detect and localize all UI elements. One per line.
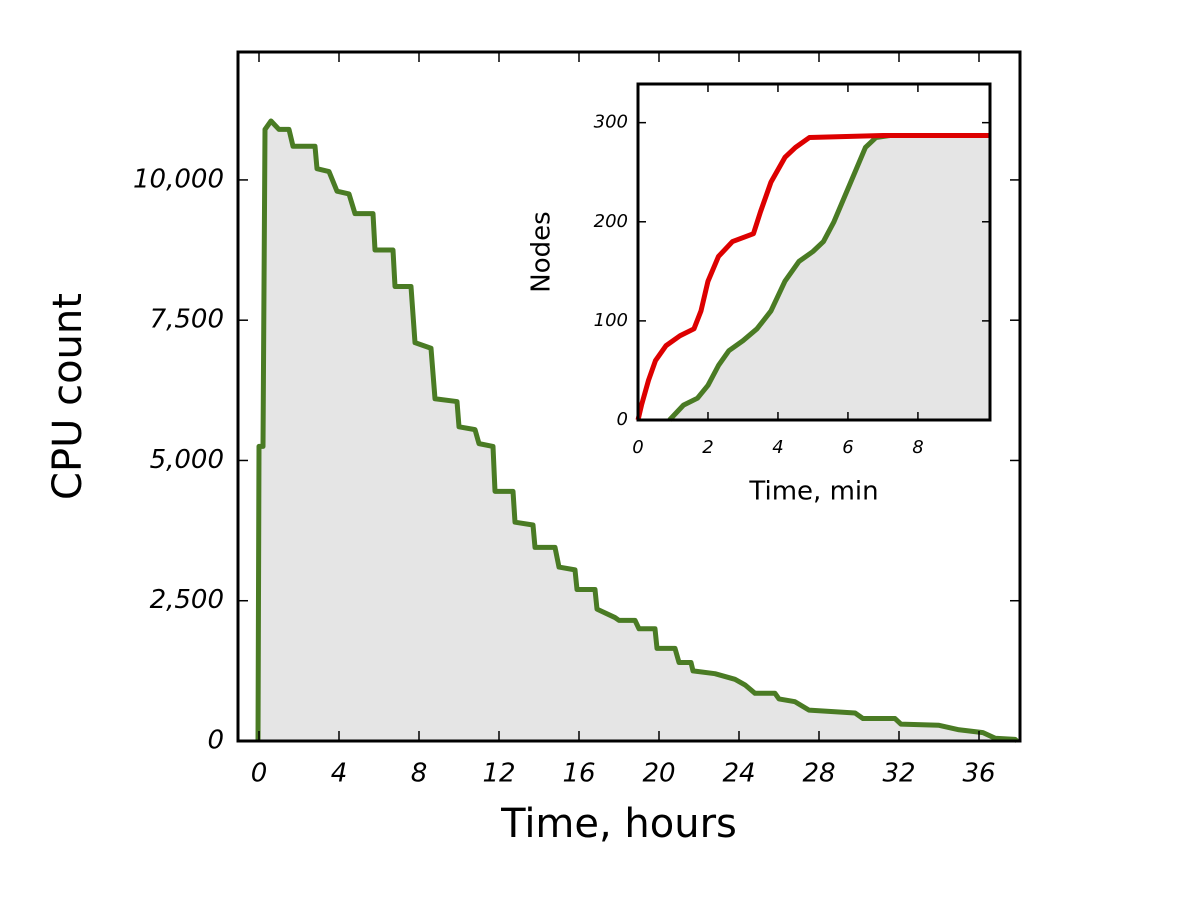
line xyxy=(255,118,1019,743)
x-tick-label: 24 xyxy=(722,759,755,789)
area-fill xyxy=(258,121,1017,742)
y-tick-label: 7,500 xyxy=(150,305,224,335)
x-tick-label: 0 xyxy=(251,759,268,789)
x-tick-label: 32 xyxy=(882,759,915,789)
area-fill xyxy=(669,135,990,420)
y-tick-label: 200 xyxy=(594,211,628,232)
plot-frame xyxy=(636,82,992,422)
y-axis-label: CPU count xyxy=(45,293,91,500)
y-axis-label: Nodes xyxy=(527,211,557,292)
x-tick-label: 6 xyxy=(842,437,853,458)
x-axis-label: Time, min xyxy=(748,477,878,507)
y-tick-label: 2,500 xyxy=(150,585,224,615)
x-axis-label: Time, hours xyxy=(500,801,737,847)
plot-frame xyxy=(236,50,1022,743)
x-tick-label: 8 xyxy=(912,437,923,458)
plot: 0 2 4 6 8 0 100 200 300 Time, min Nodes xyxy=(527,82,992,507)
y-tick-label: 10,000 xyxy=(133,164,224,194)
x-tick-label: 8 xyxy=(411,759,428,789)
line xyxy=(667,133,990,422)
y-tick-label: 300 xyxy=(594,112,628,133)
plot: 0 4 8 12 16 20 24 28 32 3602,5005,0007,50010,000T… xyxy=(45,50,1022,847)
y-tick-label: 0 xyxy=(617,409,628,430)
x-tick-label: 4 xyxy=(772,437,783,458)
y-tick-label: 5,000 xyxy=(150,445,224,475)
y-tick-label: 100 xyxy=(594,310,628,331)
x-tick-label: 28 xyxy=(802,759,835,789)
x-tick-label: 0 xyxy=(632,437,643,458)
x-tick-label: 12 xyxy=(482,759,515,789)
x-tick-label: 2 xyxy=(702,437,713,458)
x-tick-label: 16 xyxy=(562,759,595,789)
line xyxy=(635,133,990,421)
x-tick-label: 4 xyxy=(331,759,348,789)
x-tick-label: 20 xyxy=(642,759,675,789)
x-tick-label: 36 xyxy=(962,759,995,789)
y-tick-label: 0 xyxy=(207,726,224,756)
